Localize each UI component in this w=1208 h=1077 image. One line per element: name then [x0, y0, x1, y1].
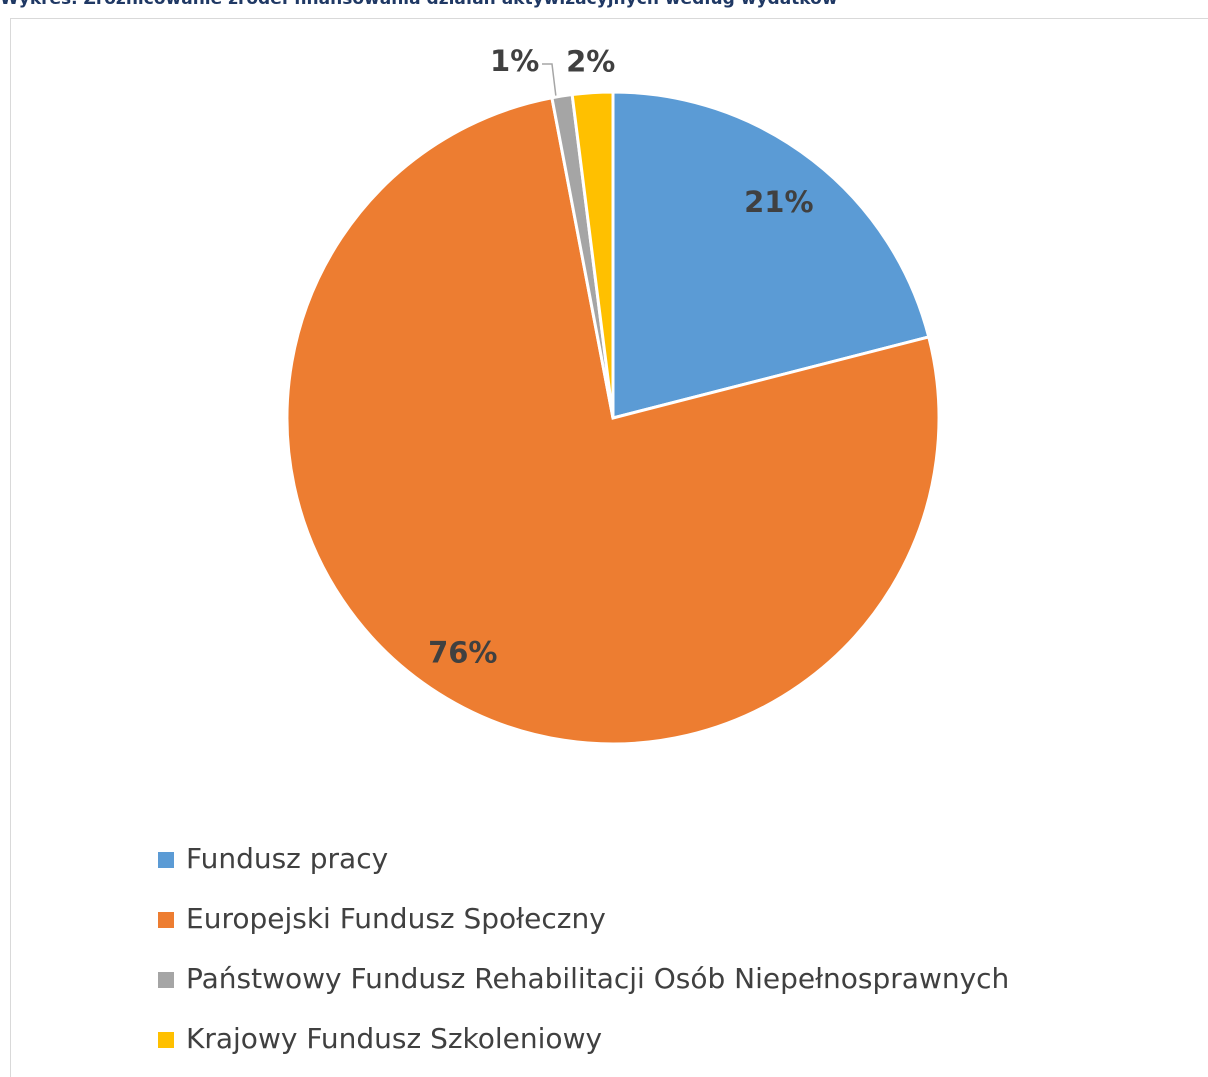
- legend-label: Europejski Fundusz Społeczny: [186, 902, 606, 935]
- pie-slice: [611, 90, 931, 420]
- legend-label: Fundusz pracy: [186, 842, 388, 875]
- legend-swatch: [158, 912, 174, 928]
- legend-swatch: [158, 972, 174, 988]
- chart-title: Wykres. Zróżnicowanie źródeł finansowani…: [0, 0, 838, 9]
- legend-swatch: [158, 852, 174, 868]
- data-label: 1%: [490, 44, 539, 78]
- legend-label: Państwowy Fundusz Rehabilitacji Osób Nie…: [186, 962, 1009, 995]
- data-label: 21%: [744, 185, 813, 219]
- data-label: 2%: [566, 44, 615, 78]
- data-label: 76%: [428, 636, 497, 670]
- pie-slice: [285, 96, 941, 746]
- legend-swatch: [158, 1032, 174, 1048]
- pie-slice: [570, 90, 615, 419]
- leader-line: [542, 63, 557, 98]
- legend-label: Krajowy Fundusz Szkoleniowy: [186, 1022, 602, 1055]
